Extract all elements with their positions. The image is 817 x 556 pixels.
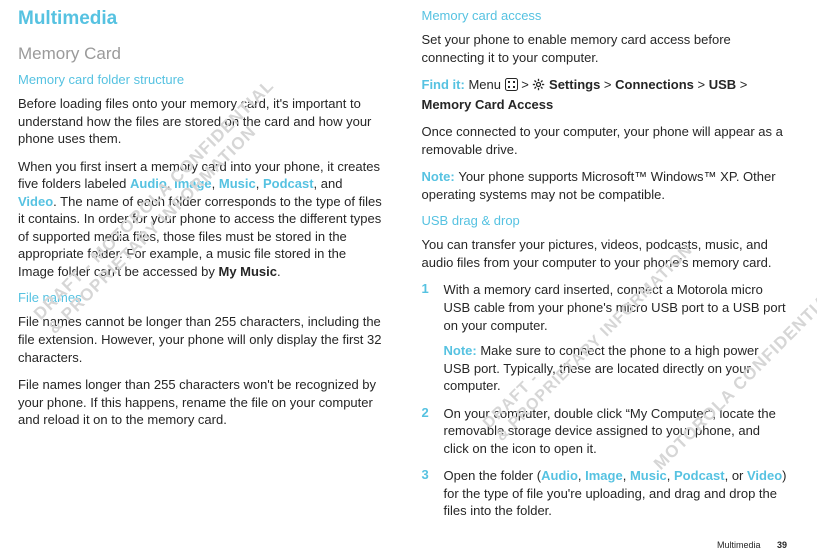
- subhead-folder-structure: Memory card folder structure: [18, 72, 384, 87]
- step-body: On your computer, double click “My Compu…: [444, 405, 788, 458]
- kw-image: Image: [585, 468, 623, 483]
- para-intro: Before loading files onto your memory ca…: [18, 95, 384, 148]
- text: .: [277, 264, 281, 279]
- subhead-usb-drag: USB drag & drop: [422, 213, 788, 228]
- note-body: Your phone supports Microsoft™ Windows™ …: [422, 169, 776, 202]
- text: >: [518, 77, 533, 92]
- para-folders: When you first insert a memory card into…: [18, 158, 384, 281]
- para-filenames-1: File names cannot be longer than 255 cha…: [18, 313, 384, 366]
- kw-audio: Audio: [130, 176, 167, 191]
- kw-podcast: Podcast: [674, 468, 725, 483]
- para-connected: Once connected to your computer, your ph…: [422, 123, 788, 158]
- subhead-card-access: Memory card access: [422, 8, 788, 23]
- step-3: 3 Open the folder (Audio, Image, Music, …: [422, 467, 788, 520]
- findit-label: Find it:: [422, 77, 469, 92]
- text: , or: [725, 468, 747, 483]
- section-memory-card: Memory Card: [18, 44, 384, 64]
- subhead-file-names: File names: [18, 290, 384, 305]
- kw-audio: Audio: [541, 468, 578, 483]
- step-body: Open the folder (Audio, Image, Music, Po…: [444, 467, 788, 520]
- bold-mca: Memory Card Access: [422, 97, 554, 112]
- menu-icon: [505, 78, 518, 96]
- footer-label: Multimedia: [717, 540, 761, 550]
- kw-video: Video: [747, 468, 782, 483]
- step-number: 3: [422, 467, 434, 520]
- text: ,: [623, 468, 630, 483]
- text: ,: [212, 176, 219, 191]
- para-access: Set your phone to enable memory card acc…: [422, 31, 788, 66]
- text: >: [694, 77, 709, 92]
- text: >: [736, 77, 747, 92]
- note-body: Make sure to connect the phone to a high…: [444, 343, 759, 393]
- text: ,: [667, 468, 674, 483]
- kw-image: Image: [174, 176, 212, 191]
- para-filenames-2: File names longer than 255 characters wo…: [18, 376, 384, 429]
- bold-settings: Settings: [545, 77, 600, 92]
- kw-music: Music: [630, 468, 667, 483]
- bold-connections: Connections: [615, 77, 694, 92]
- text: . The name of each folder corresponds to…: [18, 194, 382, 279]
- para-transfer: You can transfer your pictures, videos, …: [422, 236, 788, 271]
- note-label: Note:: [422, 169, 459, 184]
- page-container: Multimedia Memory Card Memory card folde…: [0, 0, 817, 530]
- step-text: With a memory card inserted, connect a M…: [444, 282, 786, 332]
- page-title: Multimedia: [18, 8, 384, 30]
- step-2: 2 On your computer, double click “My Com…: [422, 405, 788, 458]
- text-menu: Menu: [468, 77, 504, 92]
- kw-music: Music: [219, 176, 256, 191]
- text: Open the folder (: [444, 468, 542, 483]
- text: >: [600, 77, 615, 92]
- kw-video: Video: [18, 194, 53, 209]
- kw-podcast: Podcast: [263, 176, 314, 191]
- right-column: Memory card access Set your phone to ena…: [422, 8, 788, 530]
- page-footer: Multimedia 39: [717, 540, 787, 550]
- step-number: 2: [422, 405, 434, 458]
- note-label: Note:: [444, 343, 481, 358]
- gear-icon: [532, 78, 545, 96]
- bold-mymusic: My Music: [218, 264, 277, 279]
- bold-usb: USB: [709, 77, 736, 92]
- step-number: 1: [422, 281, 434, 394]
- text: , and: [314, 176, 343, 191]
- footer-page-number: 39: [777, 540, 787, 550]
- step-1: 1 With a memory card inserted, connect a…: [422, 281, 788, 394]
- text: ,: [256, 176, 263, 191]
- text: ,: [167, 176, 174, 191]
- step-note: Note: Make sure to connect the phone to …: [444, 342, 788, 395]
- para-findit: Find it: Menu > Settings > Connections >…: [422, 76, 788, 113]
- left-column: Multimedia Memory Card Memory card folde…: [18, 8, 384, 530]
- step-body: With a memory card inserted, connect a M…: [444, 281, 788, 394]
- para-note-xp: Note: Your phone supports Microsoft™ Win…: [422, 168, 788, 203]
